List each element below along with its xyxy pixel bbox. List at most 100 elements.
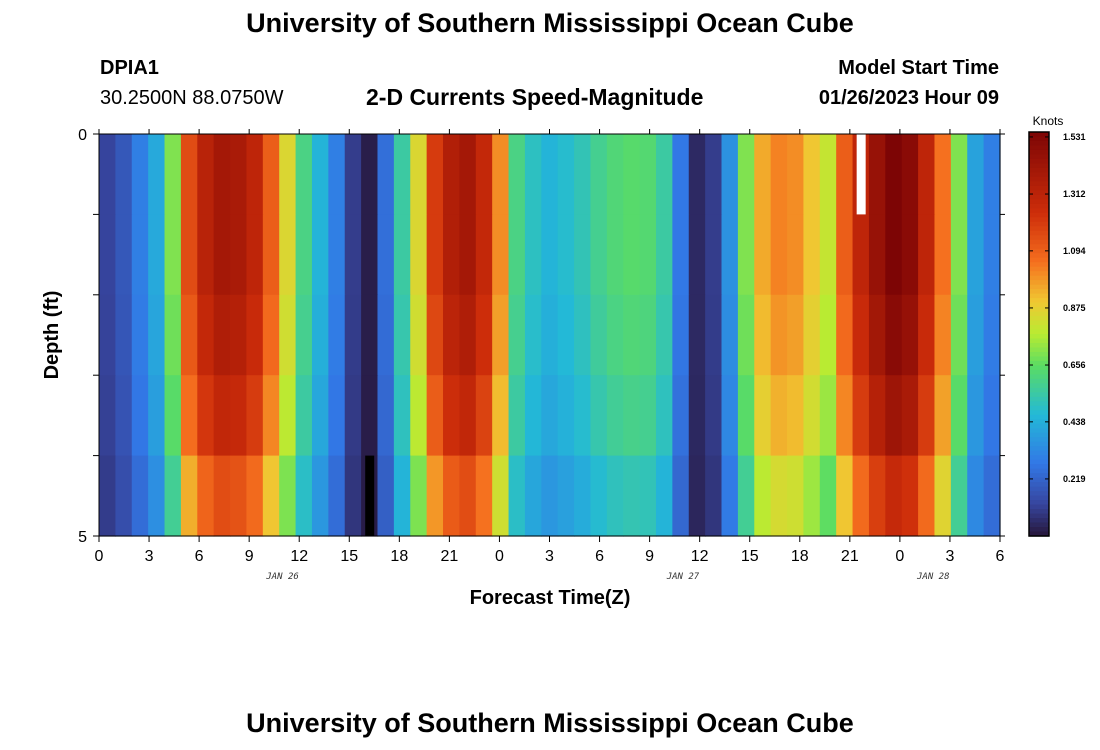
heatmap-cell <box>557 214 575 296</box>
heatmap-cell <box>295 294 313 376</box>
colorbar-segment <box>1029 338 1049 344</box>
heatmap-cell <box>492 375 510 457</box>
heatmap-cell <box>836 455 854 537</box>
heatmap-cell <box>868 214 886 296</box>
heatmap-cell <box>852 455 870 537</box>
colorbar-segment <box>1029 293 1049 299</box>
heatmap-cell <box>426 294 444 376</box>
heatmap-cell <box>99 455 116 537</box>
colorbar-segment <box>1029 334 1049 340</box>
colorbar-segment <box>1029 298 1049 304</box>
x-tick-label: 9 <box>645 548 654 565</box>
heatmap-cell <box>639 214 657 296</box>
heatmap-cell <box>311 375 329 457</box>
heatmap-cell <box>377 375 395 457</box>
colorbar-segment <box>1029 136 1049 142</box>
heatmap-cell <box>279 375 297 457</box>
heatmap-cell <box>934 134 952 215</box>
heatmap-cell <box>836 134 854 215</box>
figure-title: University of Southern Mississippi Ocean… <box>246 8 854 38</box>
heatmap-cell <box>737 294 755 376</box>
heatmap-cell <box>655 294 673 376</box>
colorbar-segment <box>1029 356 1049 362</box>
heatmap-cell <box>639 455 657 537</box>
heatmap-cell <box>606 214 624 296</box>
heatmap-cell <box>279 214 297 296</box>
heatmap-cell <box>541 455 559 537</box>
colorbar-tick-label: 1.094 <box>1063 246 1086 256</box>
heatmap-cell <box>672 214 690 296</box>
heatmap-cell <box>344 214 362 296</box>
colorbar-segment <box>1029 428 1049 434</box>
heatmap-cell <box>885 214 903 296</box>
colorbar-segment <box>1029 262 1049 268</box>
heatmap-cell <box>787 294 805 376</box>
y-tick-label: 0 <box>78 127 87 144</box>
heatmap-cell <box>950 375 968 457</box>
colorbar-segment <box>1029 163 1049 169</box>
model-start-label: Model Start Time <box>838 57 999 79</box>
heatmap-cell <box>311 214 329 296</box>
colorbar-segment <box>1029 194 1049 200</box>
heatmap-cell <box>688 294 706 376</box>
colorbar-segment <box>1029 347 1049 353</box>
heatmap-cell <box>901 375 919 457</box>
heatmap-cell <box>246 214 264 296</box>
colorbar-segment <box>1029 441 1049 447</box>
colorbar-segment <box>1029 316 1049 322</box>
heatmap-cell <box>754 214 772 296</box>
colorbar-segment <box>1029 365 1049 371</box>
x-tick-label: 3 <box>545 548 554 565</box>
heatmap-cell <box>492 294 510 376</box>
heatmap-cell <box>950 294 968 376</box>
colorbar-segment <box>1029 410 1049 416</box>
x-tick-label: 12 <box>691 548 709 565</box>
x-tick-label: 6 <box>996 548 1005 565</box>
heatmap-cell <box>262 294 280 376</box>
colorbar-segment <box>1029 369 1049 375</box>
colorbar-tick-label: 0.219 <box>1063 474 1086 484</box>
heatmap-cell <box>803 214 821 296</box>
y-axis-title: Depth (ft) <box>41 291 63 380</box>
heatmap-cell <box>688 214 706 296</box>
footer-title: University of Southern Mississippi Ocean… <box>246 708 854 738</box>
heatmap-cell <box>590 375 608 457</box>
x-axis-title: Forecast Time(Z) <box>470 587 631 609</box>
colorbar-segment <box>1029 401 1049 407</box>
heatmap-cell <box>836 214 854 296</box>
heatmap-cell <box>901 294 919 376</box>
heatmap-cell <box>279 455 297 537</box>
heatmap-cell <box>426 134 444 215</box>
heatmap-cell <box>737 214 755 296</box>
colorbar-segment <box>1029 491 1049 497</box>
heatmap-cell <box>754 455 772 537</box>
heatmap-cell <box>950 214 968 296</box>
heatmap-cell <box>623 375 641 457</box>
heatmap-cell <box>262 134 280 215</box>
heatmap-cell <box>524 214 542 296</box>
heatmap-cell <box>803 455 821 537</box>
heatmap-cell <box>787 375 805 457</box>
heatmap-cell <box>901 134 919 215</box>
colorbar-segment <box>1029 172 1049 178</box>
heatmap-cell <box>328 294 346 376</box>
colorbar-segment <box>1029 396 1049 402</box>
heatmap-cell <box>311 455 329 537</box>
heatmap-cell <box>115 294 133 376</box>
colorbar-segment <box>1029 235 1049 241</box>
colorbar-segment <box>1029 419 1049 425</box>
heatmap-cell <box>574 134 592 215</box>
heatmap-cell <box>344 294 362 376</box>
colorbar-segment <box>1029 230 1049 236</box>
heatmap-cell <box>885 134 903 215</box>
heatmap-cell <box>983 375 1001 457</box>
colorbar-segment <box>1029 518 1049 524</box>
colorbar-segment <box>1029 473 1049 479</box>
heatmap-cell <box>623 134 641 215</box>
heatmap-cell <box>197 375 215 457</box>
heatmap-cell <box>361 294 379 376</box>
colorbar-tick-label: 1.312 <box>1063 189 1086 199</box>
heatmap-cell <box>311 134 329 215</box>
heatmap-cell <box>574 294 592 376</box>
heatmap-cell <box>148 375 166 457</box>
